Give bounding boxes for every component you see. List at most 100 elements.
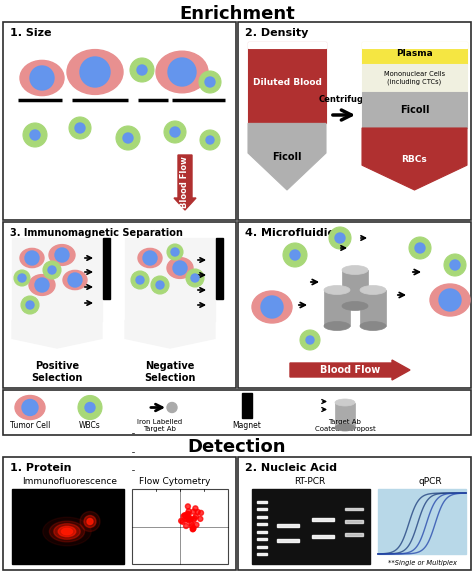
Bar xyxy=(335,402,355,427)
Circle shape xyxy=(136,276,144,284)
Polygon shape xyxy=(362,128,467,190)
Circle shape xyxy=(123,133,133,143)
Bar xyxy=(257,538,267,540)
Circle shape xyxy=(170,127,180,137)
Ellipse shape xyxy=(58,526,76,537)
Bar xyxy=(257,553,267,555)
Circle shape xyxy=(14,270,30,286)
Ellipse shape xyxy=(324,285,350,295)
Circle shape xyxy=(415,243,425,253)
Text: Flow Cytometry: Flow Cytometry xyxy=(139,477,210,486)
Ellipse shape xyxy=(138,249,162,268)
Circle shape xyxy=(137,65,147,75)
Circle shape xyxy=(156,281,164,289)
Text: Positive
Selection: Positive Selection xyxy=(31,361,82,383)
Circle shape xyxy=(55,248,69,262)
Circle shape xyxy=(69,117,91,139)
Text: Immunofluorescence: Immunofluorescence xyxy=(22,477,118,486)
Circle shape xyxy=(329,227,351,249)
Bar xyxy=(3,222,236,388)
Circle shape xyxy=(186,509,191,513)
Circle shape xyxy=(409,237,431,259)
Bar xyxy=(248,42,326,48)
Text: RT-PCR: RT-PCR xyxy=(294,477,326,486)
Text: Tumor Cell: Tumor Cell xyxy=(10,421,50,430)
Bar xyxy=(252,489,370,564)
Bar xyxy=(242,393,252,418)
Circle shape xyxy=(191,517,196,523)
Circle shape xyxy=(193,514,199,519)
Bar xyxy=(362,42,467,64)
Circle shape xyxy=(171,248,179,256)
Bar xyxy=(342,270,368,306)
Ellipse shape xyxy=(20,60,64,96)
Circle shape xyxy=(190,524,194,528)
Text: Enrichment: Enrichment xyxy=(179,5,295,23)
Text: Target Ab
Coated Micropost: Target Ab Coated Micropost xyxy=(315,419,375,432)
Ellipse shape xyxy=(335,399,355,406)
Bar xyxy=(103,238,110,299)
Ellipse shape xyxy=(252,291,292,323)
Circle shape xyxy=(84,516,96,528)
Text: Mononuclear Cells
(including CTCs): Mononuclear Cells (including CTCs) xyxy=(384,71,445,85)
Circle shape xyxy=(439,289,461,311)
Circle shape xyxy=(186,269,204,287)
Bar xyxy=(12,489,124,564)
Polygon shape xyxy=(12,320,102,348)
Circle shape xyxy=(335,233,345,243)
Text: 1. Protein: 1. Protein xyxy=(10,463,72,473)
Text: 2. Density: 2. Density xyxy=(245,28,309,38)
Ellipse shape xyxy=(335,424,355,431)
Ellipse shape xyxy=(324,321,350,331)
Circle shape xyxy=(200,130,220,150)
Bar xyxy=(3,390,471,435)
FancyArrow shape xyxy=(174,155,196,210)
Circle shape xyxy=(87,519,93,524)
Text: WBCs: WBCs xyxy=(79,421,101,430)
Ellipse shape xyxy=(430,284,470,316)
Circle shape xyxy=(26,301,34,309)
Circle shape xyxy=(188,517,193,522)
Circle shape xyxy=(261,296,283,318)
Bar xyxy=(345,508,363,510)
Bar xyxy=(125,238,215,320)
Circle shape xyxy=(300,330,320,350)
Bar xyxy=(216,238,223,299)
Circle shape xyxy=(164,121,186,143)
Polygon shape xyxy=(248,123,326,190)
Text: 4. Microfluidic: 4. Microfluidic xyxy=(245,228,334,238)
Bar xyxy=(362,64,467,92)
Bar xyxy=(12,238,102,320)
Circle shape xyxy=(30,66,54,90)
Ellipse shape xyxy=(63,270,87,289)
Circle shape xyxy=(193,506,198,511)
Circle shape xyxy=(181,514,186,519)
Bar xyxy=(238,22,471,220)
Bar xyxy=(257,508,267,510)
Ellipse shape xyxy=(49,521,84,542)
Circle shape xyxy=(283,243,307,267)
Circle shape xyxy=(290,250,300,260)
Bar xyxy=(132,489,228,564)
Circle shape xyxy=(173,261,187,275)
Ellipse shape xyxy=(342,265,368,274)
Circle shape xyxy=(116,126,140,150)
Circle shape xyxy=(168,58,196,86)
Circle shape xyxy=(183,513,188,518)
Bar xyxy=(312,517,334,520)
Circle shape xyxy=(78,395,102,419)
Circle shape xyxy=(130,58,154,82)
Circle shape xyxy=(191,525,196,531)
Bar xyxy=(238,457,471,570)
Circle shape xyxy=(143,251,157,265)
Circle shape xyxy=(186,515,191,519)
Circle shape xyxy=(179,519,183,523)
Ellipse shape xyxy=(29,274,55,296)
Bar xyxy=(362,92,467,128)
Bar xyxy=(378,489,466,554)
Circle shape xyxy=(185,517,191,522)
Circle shape xyxy=(191,509,196,514)
Circle shape xyxy=(185,511,190,516)
Circle shape xyxy=(188,516,192,521)
Circle shape xyxy=(191,527,195,532)
